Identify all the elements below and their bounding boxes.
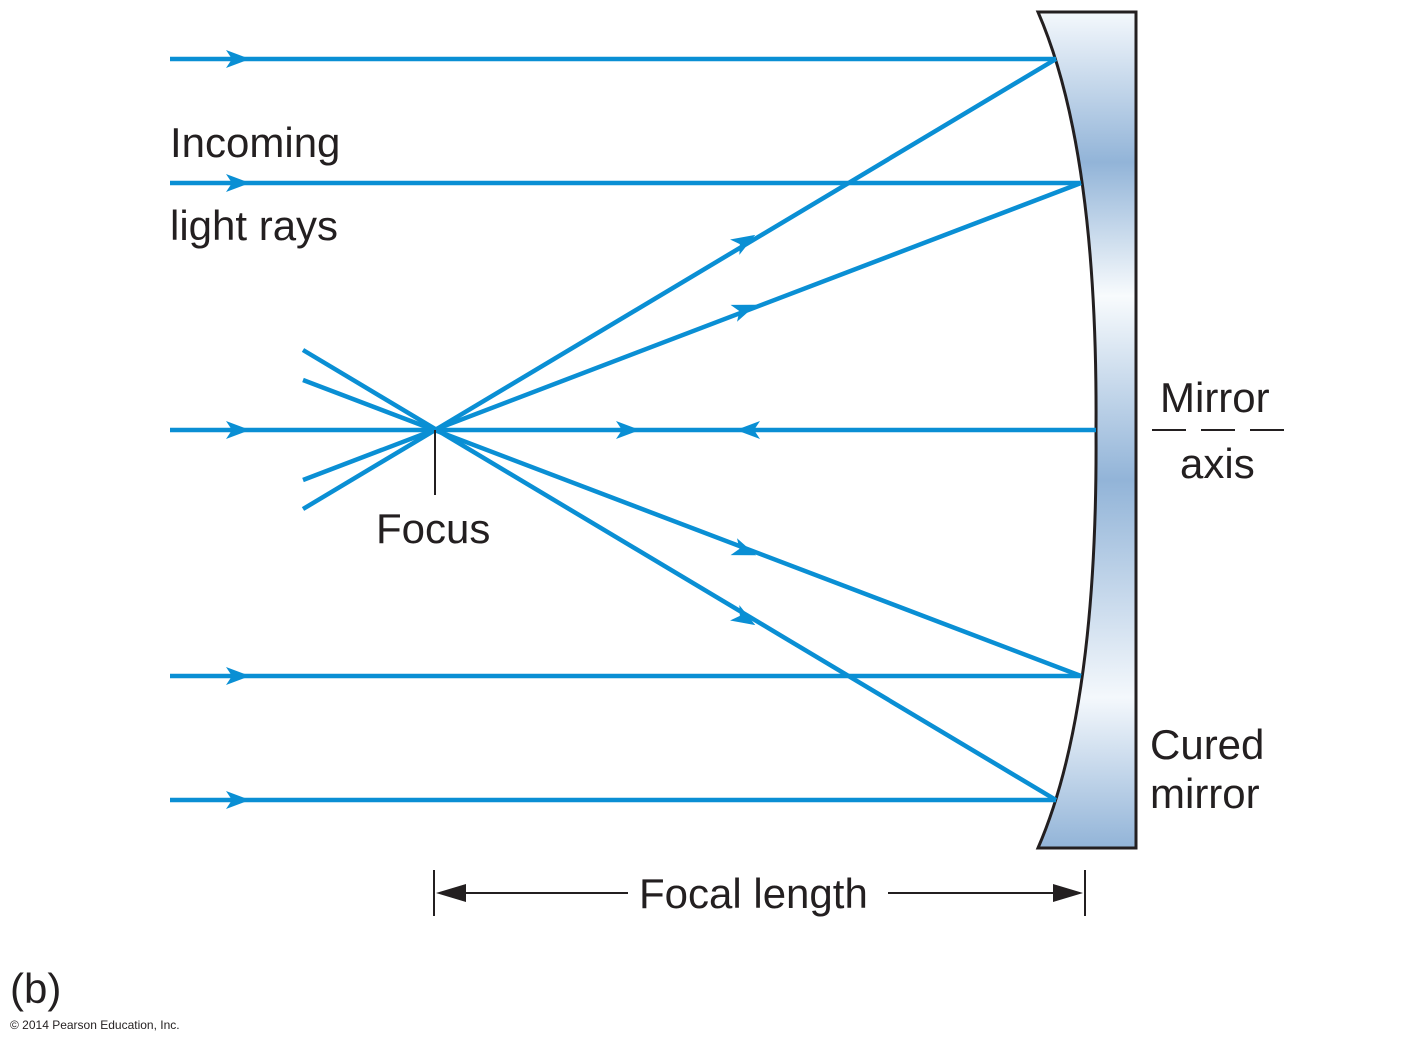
mirror-axis-label-line2: axis [1180,440,1255,487]
reflected-ray-2 [302,180,1082,483]
focal-length-dimension [433,870,1086,916]
focus-label: Focus [376,505,491,552]
arrow-right-icon [1053,884,1083,902]
arrow-left-icon [730,234,756,255]
ray-arrowheads [226,50,760,809]
mirror-axis-label-line1: Mirror [1160,374,1270,421]
incoming-label-line1: Incoming [170,119,341,166]
panel-label: (b) [10,965,62,1012]
reflected-ray-1 [301,57,1058,511]
arrow-right-icon [616,421,640,439]
arrow-left-icon [736,421,760,439]
arrow-right-icon [226,421,250,439]
light-rays [170,56,1096,803]
focal-length-label: Focal length [639,870,868,917]
arrow-right-icon [226,667,250,685]
arrow-right-icon [226,50,250,68]
reflected-ray-5 [301,348,1058,802]
copyright: © 2014 Pearson Education, Inc. [10,1018,180,1032]
arrow-left-icon [730,538,757,556]
arrow-left-icon [730,605,756,626]
mirror-label-line1: Cured [1150,721,1265,768]
arrow-left-icon [436,884,466,902]
curved-mirror [1035,10,1138,850]
incoming-label-line2: light rays [170,202,339,249]
arrow-right-icon [226,174,250,192]
arrow-left-icon [730,304,757,322]
mirror-label-line2: mirror [1150,770,1260,817]
arrow-right-icon [226,791,250,809]
